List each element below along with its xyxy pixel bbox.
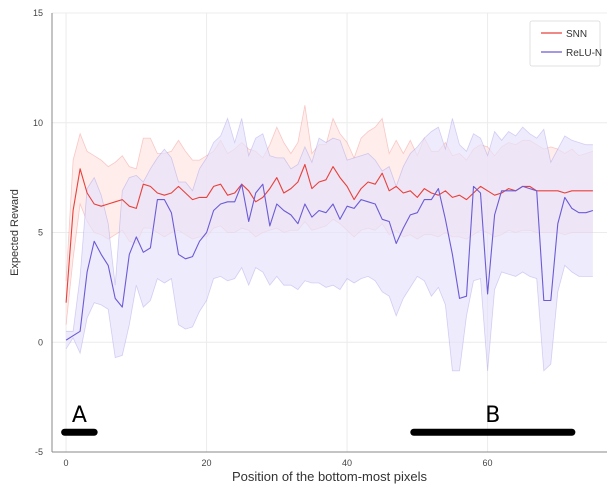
axes bbox=[51, 13, 607, 453]
legend-label-relu-n: ReLU-N bbox=[566, 48, 602, 59]
band-lower-relu-n bbox=[65, 264, 593, 372]
y-axis-label: Expected Reward bbox=[9, 189, 21, 276]
annotation-label-a: A bbox=[72, 403, 87, 428]
y-tick-label: -5 bbox=[35, 447, 43, 457]
series-line-relu-n bbox=[65, 183, 594, 341]
legend-box bbox=[529, 20, 601, 67]
x-axis-label: Position of the bottom-most pixels bbox=[232, 469, 428, 484]
tick-labels: 0 20 40 60 -5 0 5 10 15 bbox=[33, 8, 493, 468]
x-tick-label: 0 bbox=[64, 458, 69, 468]
y-tick-label: 0 bbox=[38, 337, 43, 347]
y-tick-label: 5 bbox=[38, 228, 43, 238]
confidence-bands bbox=[65, 105, 594, 372]
band-relu-n bbox=[66, 118, 593, 371]
x-tick-label: 20 bbox=[202, 458, 212, 468]
legend: SNN ReLU-N bbox=[529, 20, 602, 67]
y-tick-label: 15 bbox=[33, 8, 43, 18]
band-upper-relu-n bbox=[66, 117, 593, 332]
annotation-label-b: B bbox=[485, 403, 500, 428]
series-lines bbox=[65, 163, 594, 341]
y-tick-label: 10 bbox=[33, 118, 43, 128]
x-tick-label: 40 bbox=[342, 458, 352, 468]
x-tick-label: 60 bbox=[483, 458, 493, 468]
legend-label-snn: SNN bbox=[566, 29, 587, 40]
